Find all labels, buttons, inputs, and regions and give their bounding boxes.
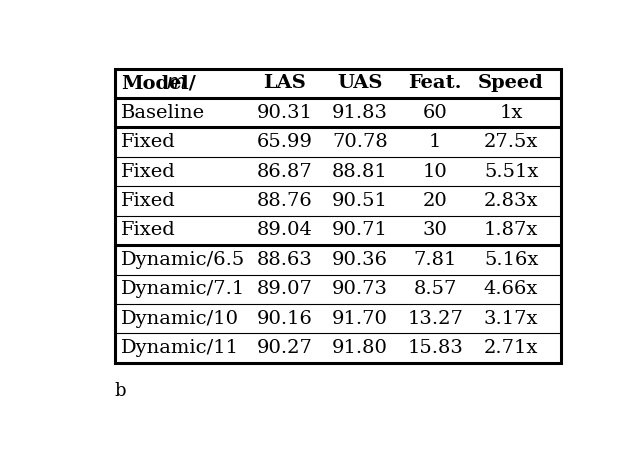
Text: 90.51: 90.51 bbox=[332, 192, 388, 210]
Text: 4.66x: 4.66x bbox=[484, 280, 538, 298]
Text: 90.71: 90.71 bbox=[332, 222, 388, 239]
Text: 8.57: 8.57 bbox=[413, 280, 457, 298]
Text: 89.04: 89.04 bbox=[257, 222, 312, 239]
Text: 90.31: 90.31 bbox=[257, 104, 312, 122]
Text: Fixed: Fixed bbox=[121, 162, 175, 181]
Text: 1.87x: 1.87x bbox=[484, 222, 538, 239]
Text: 60: 60 bbox=[423, 104, 447, 122]
Text: 88.63: 88.63 bbox=[257, 251, 312, 269]
Text: b: b bbox=[115, 382, 126, 400]
Text: 88.76: 88.76 bbox=[257, 192, 312, 210]
Text: Speed: Speed bbox=[478, 74, 544, 92]
Text: 90.16: 90.16 bbox=[257, 310, 312, 328]
Text: Fixed: Fixed bbox=[121, 222, 175, 239]
Text: 70.78: 70.78 bbox=[332, 133, 388, 151]
Text: 88.81: 88.81 bbox=[332, 162, 388, 181]
Text: 90.73: 90.73 bbox=[332, 280, 388, 298]
Text: LAS: LAS bbox=[263, 74, 306, 92]
Text: 13.27: 13.27 bbox=[407, 310, 463, 328]
Text: 90.27: 90.27 bbox=[257, 339, 312, 357]
Text: Feat.: Feat. bbox=[408, 74, 462, 92]
Text: 65.99: 65.99 bbox=[257, 133, 312, 151]
Text: Baseline: Baseline bbox=[121, 104, 205, 122]
Text: Fixed: Fixed bbox=[121, 192, 175, 210]
Text: 91.83: 91.83 bbox=[332, 104, 388, 122]
Text: Model/: Model/ bbox=[121, 74, 196, 92]
Text: UAS: UAS bbox=[337, 74, 383, 92]
Text: Fixed: Fixed bbox=[121, 133, 175, 151]
Text: 10: 10 bbox=[423, 162, 447, 181]
Text: Dynamic/6.5: Dynamic/6.5 bbox=[121, 251, 245, 269]
Text: 15.83: 15.83 bbox=[407, 339, 463, 357]
Text: 7.81: 7.81 bbox=[413, 251, 457, 269]
Text: 86.87: 86.87 bbox=[257, 162, 312, 181]
Text: 2.83x: 2.83x bbox=[484, 192, 538, 210]
Text: 5.16x: 5.16x bbox=[484, 251, 538, 269]
Text: 2.71x: 2.71x bbox=[484, 339, 538, 357]
Text: 91.80: 91.80 bbox=[332, 339, 388, 357]
Text: $\it{m}$: $\it{m}$ bbox=[166, 74, 186, 92]
Text: 89.07: 89.07 bbox=[257, 280, 312, 298]
Text: Dynamic/11: Dynamic/11 bbox=[121, 339, 239, 357]
Text: Dynamic/10: Dynamic/10 bbox=[121, 310, 239, 328]
Text: 1x: 1x bbox=[499, 104, 523, 122]
Text: Dynamic/7.1: Dynamic/7.1 bbox=[121, 280, 245, 298]
Text: 3.17x: 3.17x bbox=[484, 310, 538, 328]
Text: 91.70: 91.70 bbox=[332, 310, 388, 328]
Text: 27.5x: 27.5x bbox=[484, 133, 538, 151]
Text: 5.51x: 5.51x bbox=[484, 162, 538, 181]
Text: 90.36: 90.36 bbox=[332, 251, 388, 269]
Text: 20: 20 bbox=[423, 192, 447, 210]
Text: 1: 1 bbox=[429, 133, 442, 151]
Text: 30: 30 bbox=[423, 222, 447, 239]
